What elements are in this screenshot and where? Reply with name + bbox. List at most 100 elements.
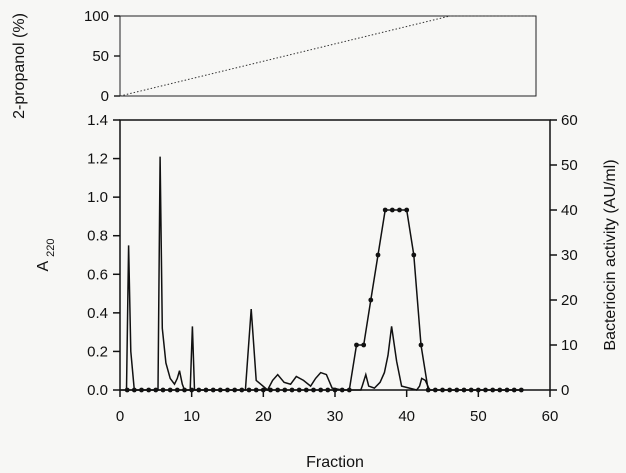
top-y-axis-title: 2-propanol (%) xyxy=(11,13,28,119)
left-y-tick-label: 0.4 xyxy=(87,305,108,322)
activity-point xyxy=(397,207,402,213)
activity-point xyxy=(225,387,230,393)
right-y-axis-title: Bacteriocin activity (AU/ml) xyxy=(602,159,619,350)
activity-point xyxy=(504,387,510,393)
left-y-tick-label: 1.2 xyxy=(87,151,108,168)
activity-point xyxy=(339,387,345,393)
activity-point xyxy=(368,297,374,303)
activity-point xyxy=(296,387,302,393)
bottom-panel: 0 10 20 30 40 50 60 0.0 0.2 0.4 0.6 0.8 1.0 1.2 1.4 0… xyxy=(35,112,619,471)
x-tick-label: 10 xyxy=(183,408,200,425)
left-y-tick-label: 1.4 xyxy=(87,112,108,129)
right-y-tick-label: 40 xyxy=(561,202,578,219)
x-tick-label: 30 xyxy=(327,408,344,425)
activity-point xyxy=(153,387,159,393)
activity-point xyxy=(289,387,295,393)
right-y-tick-label: 10 xyxy=(561,337,578,354)
x-tick-label: 0 xyxy=(116,408,124,425)
left-y-tick-label: 1.0 xyxy=(87,189,108,206)
left-y-tick-label: 0.8 xyxy=(87,228,108,245)
activity-point xyxy=(260,387,266,393)
activity-point xyxy=(389,207,395,213)
activity-point xyxy=(483,387,488,393)
activity-point xyxy=(131,387,137,393)
activity-point xyxy=(196,387,202,393)
activity-point xyxy=(124,387,130,393)
activity-series-markers xyxy=(124,207,524,393)
activity-point xyxy=(217,387,223,393)
top-panel-frame xyxy=(119,15,537,97)
activity-point xyxy=(497,387,503,393)
activity-point xyxy=(382,207,388,213)
activity-point xyxy=(139,387,144,393)
propanol-gradient-line xyxy=(119,15,536,97)
activity-point xyxy=(303,387,309,393)
activity-point xyxy=(361,342,367,348)
activity-point xyxy=(468,387,474,393)
right-y-tick-label: 60 xyxy=(561,112,578,129)
bottom-panel-frame xyxy=(119,119,551,391)
activity-point xyxy=(167,387,173,393)
activity-point xyxy=(253,387,259,393)
activity-point xyxy=(210,387,216,393)
top-y-tick-label: 0 xyxy=(101,88,109,105)
activity-point xyxy=(182,387,187,393)
right-y-tick-label: 50 xyxy=(561,157,578,174)
x-tick-label: 20 xyxy=(255,408,272,425)
activity-point xyxy=(440,387,445,393)
left-y-axis-title: A 220 xyxy=(35,238,57,271)
activity-series-line xyxy=(127,209,522,391)
x-tick-label: 60 xyxy=(542,408,559,425)
activity-point xyxy=(432,387,438,393)
top-y-axis-ticks: 0 50 100 xyxy=(84,8,120,105)
activity-point xyxy=(418,342,424,348)
right-y-tick-label: 30 xyxy=(561,247,578,264)
top-y-tick-label: 50 xyxy=(92,48,109,65)
activity-point xyxy=(511,387,517,393)
activity-point xyxy=(325,387,331,393)
left-y-tick-label: 0.2 xyxy=(87,343,108,360)
activity-point xyxy=(174,387,180,393)
left-y-axis-title-main: A xyxy=(35,261,52,272)
activity-point xyxy=(475,387,481,393)
activity-point xyxy=(311,387,316,393)
top-y-tick-label: 100 xyxy=(84,8,109,25)
x-axis-title: Fraction xyxy=(306,454,364,471)
activity-point xyxy=(354,342,359,348)
left-y-tick-label: 0.6 xyxy=(87,266,108,283)
activity-point xyxy=(189,387,195,393)
activity-point xyxy=(447,387,453,393)
right-y-tick-label: 0 xyxy=(561,382,569,399)
activity-point xyxy=(425,387,431,393)
activity-point xyxy=(490,387,496,393)
activity-point xyxy=(404,207,410,213)
activity-point xyxy=(203,387,209,393)
activity-point xyxy=(346,387,352,393)
activity-point xyxy=(268,387,273,393)
activity-point xyxy=(461,387,467,393)
activity-point xyxy=(518,387,524,393)
activity-point xyxy=(318,387,324,393)
top-panel: 0 50 100 2-propanol (%) xyxy=(11,8,537,119)
activity-point xyxy=(232,387,238,393)
activity-point xyxy=(454,387,460,393)
svg-text:A220: A 220 xyxy=(35,238,57,271)
x-tick-label: 40 xyxy=(398,408,415,425)
right-y-tick-label: 20 xyxy=(561,292,578,309)
activity-point xyxy=(375,252,381,258)
left-y-tick-label: 0.0 xyxy=(87,382,108,399)
absorbance-series-line xyxy=(120,156,522,392)
activity-point xyxy=(282,387,288,393)
activity-point xyxy=(332,387,338,393)
x-tick-label: 50 xyxy=(470,408,487,425)
activity-point xyxy=(246,387,252,393)
right-y-axis-ticks: 0 10 20 30 40 50 60 xyxy=(550,112,578,399)
x-axis-ticks: 0 10 20 30 40 50 60 xyxy=(116,390,559,425)
left-y-axis-ticks: 0.0 0.2 0.4 0.6 0.8 1.0 1.2 1.4 xyxy=(87,112,120,399)
activity-point xyxy=(160,387,166,393)
activity-point xyxy=(411,252,417,258)
activity-point xyxy=(275,387,281,393)
activity-point xyxy=(146,387,152,393)
left-y-axis-title-subscript: 220 xyxy=(45,238,57,256)
